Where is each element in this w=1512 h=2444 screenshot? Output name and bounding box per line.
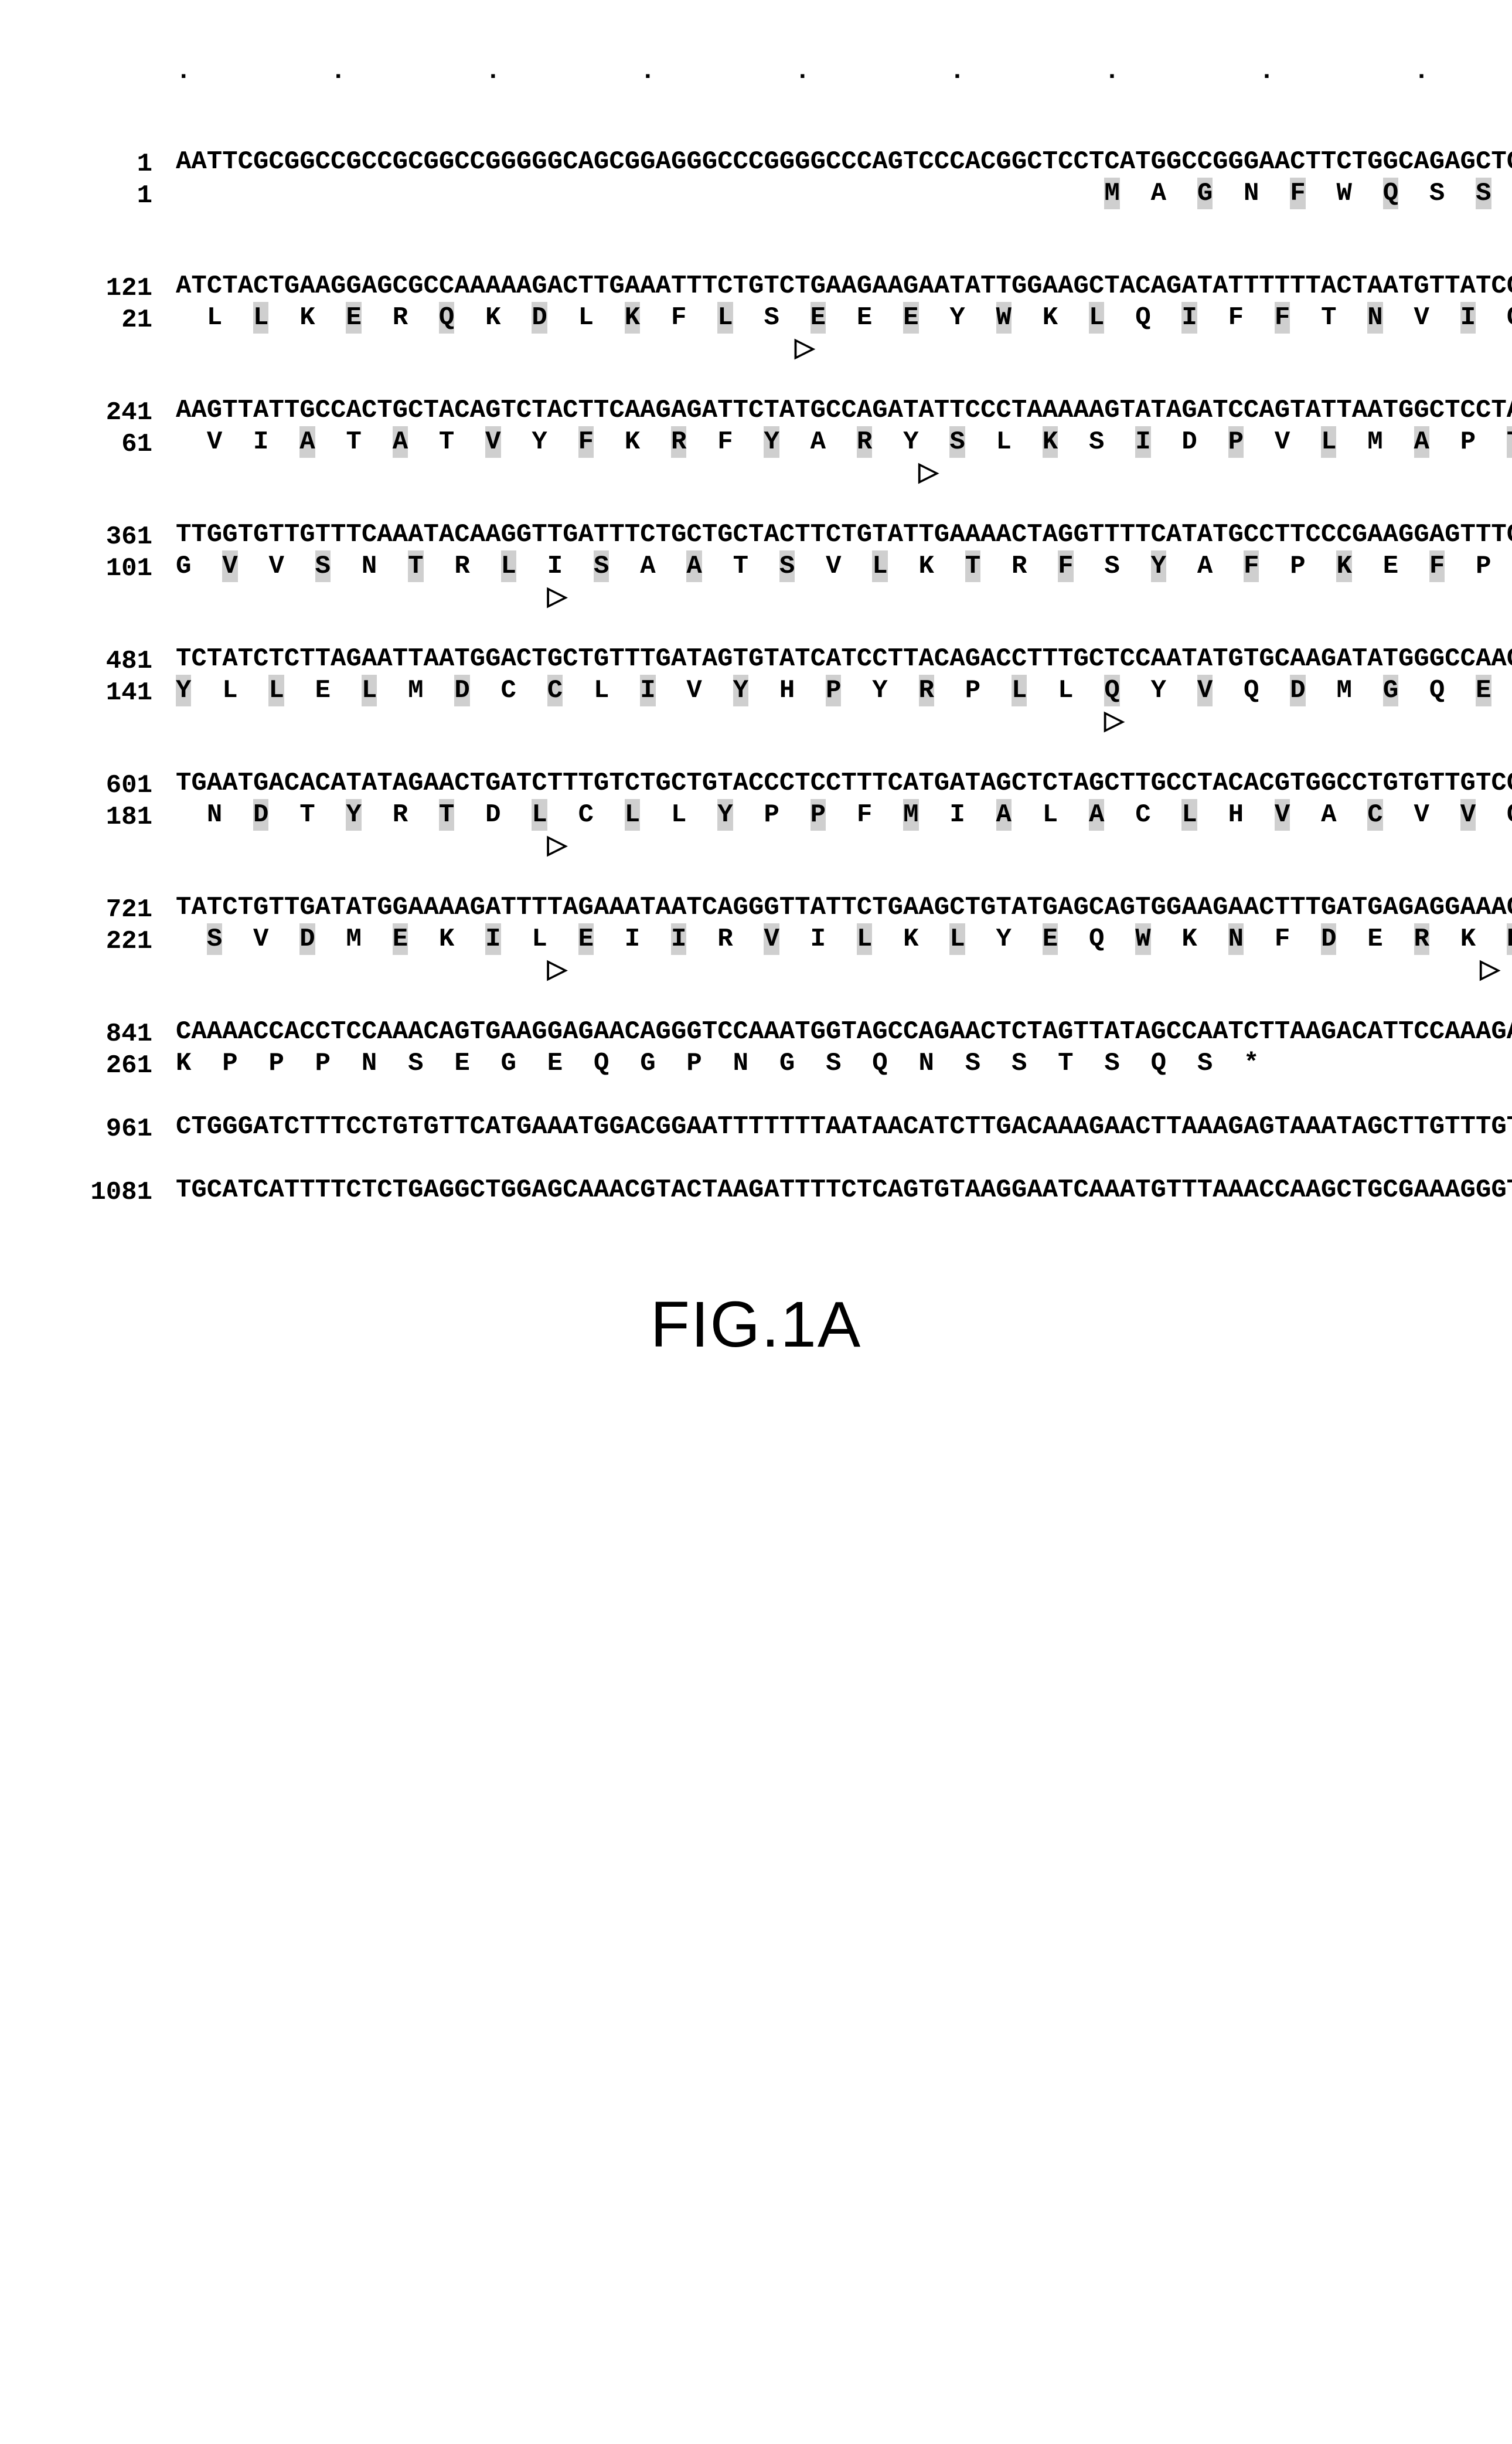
nucleotide-row: 241AAGTTATTGCCACTGCTACAGTCTACTTCAAGAGATT…	[53, 397, 1459, 426]
protein-row: 261K P P P N S E G E Q G P N G S Q N S S…	[53, 1051, 1459, 1079]
sequence-block: 721TATCTGTTGATATGGAAAAGATTTTAGAAATAATCAG…	[53, 895, 1459, 984]
nuc-sequence: TCTATCTCTTAGAATTAATGGACTGCTGTTTGATAGTGTA…	[176, 646, 1512, 672]
prot-sequence: G V V S N T R L I S A A T S V L K T R F …	[176, 553, 1512, 579]
triangle-markers: ▷ ▷	[176, 336, 1512, 362]
figure-label: FIG.1A	[53, 1287, 1459, 1362]
nucleotide-row: 1081TGCATCATTTTCTCTGAGGCTGGAGCAAACGTACTA…	[53, 1177, 1459, 1205]
ruler-marks-row: . . . . . . . . . . . .	[53, 59, 1459, 84]
triangle-row: ▷ ▷	[53, 709, 1459, 735]
ruler-block: . . . . . . . . . . . .	[53, 59, 1459, 114]
protein-row: 141Y L L E L M D C C L I V Y H P Y R P L…	[53, 678, 1459, 706]
nucleotide-row: 841CAAAACCACCTCCAAACAGTGAAGGAGAACAGGGTCC…	[53, 1019, 1459, 1047]
prot-position: 221	[53, 926, 176, 954]
sequence-blocks: 1AATTCGCGGCCGCCGCGGCCGGGGGCAGCGGAGGGCCCG…	[53, 149, 1459, 1205]
nuc-position: 601	[53, 770, 176, 798]
sequence-block: 1AATTCGCGGCCGCCGCGGCCGGGGGCAGCGGAGGGCCCG…	[53, 149, 1459, 238]
triangle-row: ▷ ▷	[53, 958, 1459, 984]
nucleotide-row: 481TCTATCTCTTAGAATTAATGGACTGCTGTTTGATAGT…	[53, 646, 1459, 674]
nuc-position: 1	[53, 149, 176, 177]
triangle-row: ▷ ▷	[53, 336, 1459, 362]
nuc-sequence: TGAATGACACATATAGAACTGATCTTTGTCTGCTGTACCC…	[176, 770, 1512, 796]
nuc-position: 1081	[53, 1177, 176, 1205]
triangle-row: ▷	[53, 834, 1459, 859]
prot-position: 1	[53, 181, 176, 209]
triangle-markers: ▷	[176, 212, 1512, 238]
triangle-markers: ▷	[176, 461, 1512, 487]
sequence-block: 1081TGCATCATTTTCTCTGAGGCTGGAGCAAACGTACTA…	[53, 1177, 1459, 1205]
nuc-sequence: TTGGTGTTGTTTCAAATACAAGGTTGATTTCTGCTGCTAC…	[176, 522, 1512, 548]
prot-sequence: K P P P N S E G E Q G P N G S Q N S S T …	[176, 1051, 1259, 1076]
sequence-block: 361TTGGTGTTGTTTCAAATACAAGGTTGATTTCTGCTGC…	[53, 522, 1459, 611]
nuc-sequence: TGCATCATTTTCTCTGAGGCTGGAGCAAACGTACTAAGAT…	[176, 1177, 1512, 1203]
nucleotide-row: 601TGAATGACACATATAGAACTGATCTTTGTCTGCTGTA…	[53, 770, 1459, 798]
triangle-markers: ▷ ▷	[176, 709, 1512, 735]
protein-row: 221 S V D M E K I L E I I R V I L K L Y …	[53, 926, 1459, 954]
ruler-marks: . . . . . . . . . . . .	[176, 59, 1512, 84]
nuc-sequence: AAGTTATTGCCACTGCTACAGTCTACTTCAAGAGATTCTA…	[176, 397, 1512, 423]
protein-row: 21 L L K E R Q K D L K F L S E E E Y W K…	[53, 305, 1459, 333]
nuc-position: 481	[53, 646, 176, 674]
protein-row: 61 V I A T A T V Y F K R F Y A R Y S L K…	[53, 429, 1459, 457]
ruler-pos	[53, 59, 176, 61]
prot-sequence: N D T Y R T D L C L L Y P P F M I A L A …	[176, 802, 1512, 828]
prot-position: 261	[53, 1051, 176, 1079]
nuc-position: 721	[53, 895, 176, 923]
sequence-block: 481TCTATCTCTTAGAATTAATGGACTGCTGTTTGATAGT…	[53, 646, 1459, 735]
prot-position: 61	[53, 429, 176, 457]
prot-sequence: V I A T A T V Y F K R F Y A R Y S L K S …	[176, 429, 1512, 455]
sequence-block: 841CAAAACCACCTCCAAACAGTGAAGGAGAACAGGGTCC…	[53, 1019, 1459, 1079]
nuc-position: 841	[53, 1019, 176, 1047]
nuc-position: 961	[53, 1114, 176, 1142]
nuc-position: 121	[53, 273, 176, 301]
triangle-markers: ▷ ▷	[176, 958, 1512, 984]
nuc-sequence: CTGGGATCTTTCCTGTGTTCATGAAATGGACGGAATTTTT…	[176, 1114, 1512, 1140]
ruler-tri-row: ▷	[53, 88, 1459, 114]
sequence-figure: . . . . . . . . . . . .	[0, 0, 1512, 1397]
prot-sequence: S V D M E K I L E I I R V I L K L Y E Q …	[176, 926, 1512, 952]
nucleotide-row: 121ATCTACTGAAGGAGCGCCAAAAAGACTTGAAATTTCT…	[53, 273, 1459, 301]
prot-sequence: Y L L E L M D C C L I V Y H P Y R P L L …	[176, 678, 1512, 703]
nuc-sequence: CAAAACCACCTCCAAACAGTGAAGGAGAACAGGGTCCAAA…	[176, 1019, 1512, 1045]
prot-position: 181	[53, 802, 176, 830]
prot-position: 101	[53, 553, 176, 582]
nuc-sequence: TATCTGTTGATATGGAAAAGATTTTAGAAATAATCAGGGT…	[176, 895, 1512, 920]
nuc-sequence: ATCTACTGAAGGAGCGCCAAAAAGACTTGAAATTTCTGTC…	[176, 273, 1512, 299]
nuc-position: 241	[53, 397, 176, 426]
nuc-position: 361	[53, 522, 176, 550]
triangle-markers: ▷	[176, 834, 1512, 859]
sequence-block: 121ATCTACTGAAGGAGCGCCAAAAAGACTTGAAATTTCT…	[53, 273, 1459, 362]
sequence-block: 241AAGTTATTGCCACTGCTACAGTCTACTTCAAGAGATT…	[53, 397, 1459, 487]
nucleotide-row: 721TATCTGTTGATATGGAAAAGATTTTAGAAATAATCAG…	[53, 895, 1459, 923]
sequence-block: 601TGAATGACACATATAGAACTGATCTTTGTCTGCTGTA…	[53, 770, 1459, 859]
triangle-row: ▷	[53, 212, 1459, 238]
nuc-sequence: AATTCGCGGCCGCCGCGGCCGGGGGCAGCGGAGGGCCCGG…	[176, 149, 1512, 175]
protein-row: 181 N D T Y R T D L C L L Y P P F M I A …	[53, 802, 1459, 830]
nucleotide-row: 961CTGGGATCTTTCCTGTGTTCATGAAATGGACGGAATT…	[53, 1114, 1459, 1142]
sequence-block: 961CTGGGATCTTTCCTGTGTTCATGAAATGGACGGAATT…	[53, 1114, 1459, 1142]
ruler-tri: ▷	[176, 88, 1512, 114]
protein-row: 1 M A G N F W Q S S H Y L Q W I L D K Q …	[53, 181, 1459, 209]
prot-position: 141	[53, 678, 176, 706]
nucleotide-row: 1AATTCGCGGCCGCCGCGGCCGGGGGCAGCGGAGGGCCCG…	[53, 149, 1459, 177]
triangle-row: ▷	[53, 461, 1459, 487]
triangle-markers: ▷	[176, 585, 1512, 611]
triangle-row: ▷	[53, 585, 1459, 611]
nucleotide-row: 361TTGGTGTTGTTTCAAATACAAGGTTGATTTCTGCTGC…	[53, 522, 1459, 550]
protein-row: 101G V V S N T R L I S A A T S V L K T R…	[53, 553, 1459, 582]
prot-position: 21	[53, 305, 176, 333]
prot-sequence: L L K E R Q K D L K F L S E E E Y W K L …	[176, 305, 1512, 331]
prot-sequence: M A G N F W Q S S H Y L Q W I L D K Q D	[176, 181, 1512, 206]
